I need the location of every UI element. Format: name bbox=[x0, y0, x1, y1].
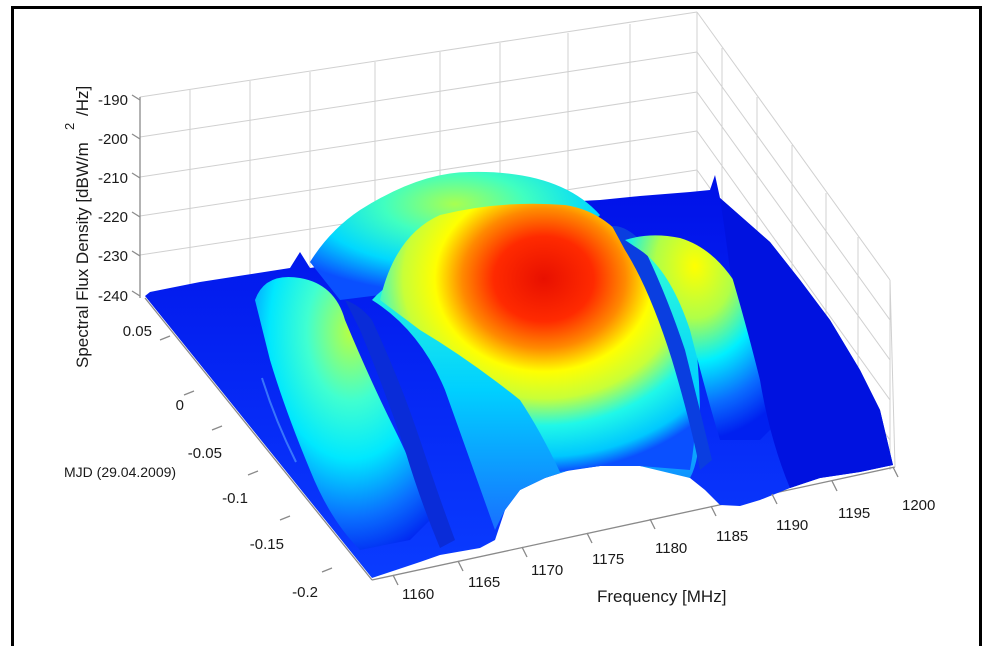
z-tick-label: -210 bbox=[98, 170, 128, 187]
z-tick-label: -190 bbox=[98, 92, 128, 109]
x-tick-label: 1170 bbox=[531, 562, 563, 579]
z-tick-label: -240 bbox=[98, 288, 128, 305]
x-tick-label: 1160 bbox=[402, 586, 434, 603]
y-tick-label: 0 bbox=[176, 397, 184, 414]
y-tick-label: -0.05 bbox=[188, 445, 222, 462]
x-tick-label: 1200 bbox=[902, 497, 935, 514]
figure-frame bbox=[11, 6, 982, 646]
y-tick-label: -0.2 bbox=[292, 584, 318, 601]
x-tick-label: 1195 bbox=[838, 505, 870, 522]
z-axis-label: Spectral Flux Density [dBW/m 2 /Hz] bbox=[62, 86, 92, 368]
svg-text:2: 2 bbox=[62, 123, 77, 130]
surface bbox=[145, 171, 893, 578]
y-tick-label: -0.15 bbox=[250, 536, 284, 553]
svg-text:/Hz]: /Hz] bbox=[73, 86, 92, 116]
svg-text:Spectral Flux Density [dBW/m: Spectral Flux Density [dBW/m bbox=[73, 142, 92, 368]
x-axis-label: Frequency [MHz] bbox=[597, 587, 726, 606]
x-tick-label: 1165 bbox=[468, 574, 500, 591]
floor-axes bbox=[144, 279, 896, 581]
x-tick-label: 1180 bbox=[655, 540, 687, 557]
z-tick-label: -230 bbox=[98, 248, 128, 265]
x-axis: 1160 1165 1170 1175 1180 1185 1190 1195 … bbox=[392, 466, 935, 606]
y-tick-label: -0.1 bbox=[222, 490, 248, 507]
y-tick-label: 0.05 bbox=[123, 323, 152, 340]
y-axis-label: MJD (29.04.2009) bbox=[64, 464, 176, 480]
z-tick-label: -220 bbox=[98, 209, 128, 226]
x-tick-label: 1175 bbox=[592, 551, 624, 568]
x-tick-label: 1190 bbox=[776, 517, 808, 534]
x-tick-label: 1185 bbox=[716, 528, 748, 545]
z-axis: -190 -200 -210 -220 -230 -240 bbox=[98, 92, 141, 305]
y-axis: 0.05 0 -0.05 -0.1 -0.15 -0.2 MJD (29.04.… bbox=[64, 323, 333, 601]
z-tick-label: -200 bbox=[98, 131, 128, 148]
